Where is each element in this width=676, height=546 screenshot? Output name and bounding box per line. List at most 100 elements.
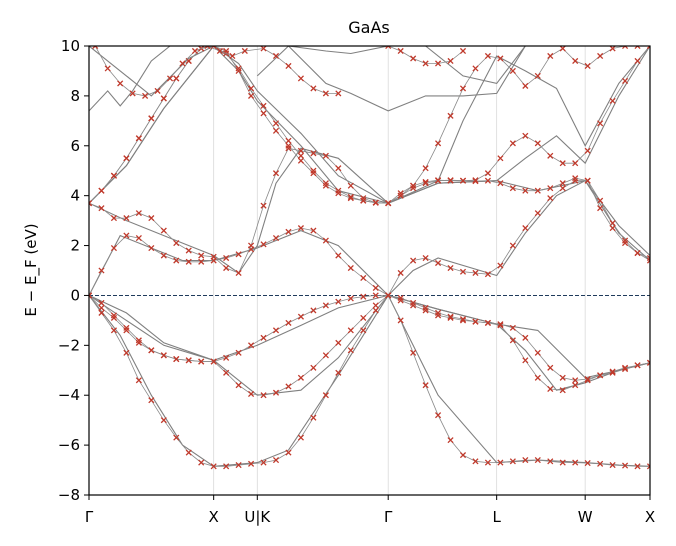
band-marker — [322, 90, 329, 97]
band-marker — [123, 232, 130, 239]
plot-frame — [88, 45, 651, 496]
band-marker — [609, 462, 616, 469]
band-marker — [223, 354, 230, 361]
reference-band-line — [89, 294, 650, 467]
band-marker — [260, 392, 267, 399]
band-marker — [459, 316, 467, 323]
band-marker — [584, 460, 591, 467]
band-marker — [110, 244, 117, 252]
band-marker — [385, 46, 392, 50]
band-marker — [148, 347, 155, 354]
band-marker — [534, 140, 541, 147]
reference-band-line — [89, 46, 214, 112]
band-marker — [210, 253, 217, 260]
reference-bands — [89, 46, 650, 467]
band-marker — [572, 160, 579, 167]
marker-band-line — [89, 294, 650, 396]
band-marker — [497, 55, 504, 62]
band-marker — [89, 292, 93, 299]
band-marker — [335, 165, 342, 172]
band-marker — [92, 46, 99, 50]
band-marker — [260, 102, 267, 109]
band-marker — [110, 327, 117, 334]
band-marker — [135, 235, 142, 242]
band-marker — [422, 60, 429, 67]
band-marker — [360, 293, 367, 300]
band-marker — [422, 180, 429, 187]
band-marker — [447, 437, 454, 444]
band-marker — [484, 177, 491, 184]
band-marker — [385, 200, 392, 207]
band-marker — [572, 459, 579, 466]
band-marker — [260, 334, 267, 341]
band-marker — [235, 65, 242, 72]
band-marker — [509, 67, 516, 75]
band-marker — [646, 257, 650, 264]
band-marker — [160, 417, 167, 424]
band-marker — [547, 385, 554, 393]
band-marker — [584, 177, 591, 184]
band-marker — [297, 225, 304, 232]
band-marker — [435, 259, 442, 267]
band-marker — [110, 314, 117, 321]
band-marker — [547, 52, 554, 60]
band-marker — [310, 307, 317, 314]
band-marker — [522, 357, 529, 364]
y-tick-label: −8 — [58, 486, 80, 504]
band-marker — [646, 359, 650, 366]
band-marker — [248, 342, 255, 349]
band-marker — [534, 457, 541, 464]
band-marker — [135, 339, 142, 346]
band-marker — [522, 334, 529, 341]
band-marker — [447, 264, 454, 272]
band-marker — [634, 57, 641, 65]
band-marker — [597, 197, 604, 204]
band-marker — [459, 177, 467, 184]
band-marker — [310, 85, 317, 92]
band-marker — [559, 185, 566, 192]
band-marker — [447, 57, 454, 65]
band-marker — [223, 369, 230, 376]
band-marker — [609, 97, 616, 104]
band-marker — [98, 304, 105, 311]
band-marker — [360, 314, 367, 321]
band-marker — [285, 383, 292, 390]
band-marker — [547, 195, 554, 202]
band-marker — [609, 368, 616, 375]
band-marker — [98, 299, 105, 306]
band-marker — [559, 387, 566, 394]
band-marker — [385, 292, 392, 299]
band-marker — [410, 185, 417, 192]
band-marker — [260, 459, 267, 466]
band-marker — [210, 463, 217, 470]
band-marker — [435, 309, 442, 316]
band-marker — [509, 458, 516, 465]
band-marker — [248, 390, 255, 398]
band-marker — [622, 46, 629, 50]
band-marker — [534, 72, 541, 79]
band-marker — [410, 349, 417, 356]
band-marker — [472, 318, 479, 325]
band-marker — [198, 459, 205, 466]
band-marker — [223, 264, 230, 272]
band-marker — [497, 321, 504, 328]
band-marker — [191, 47, 199, 55]
band-marker — [347, 295, 354, 302]
band-marker — [272, 127, 280, 134]
band-marker — [335, 339, 342, 346]
band-marker — [104, 65, 111, 72]
band-marker — [322, 152, 329, 159]
y-tick-label: −2 — [58, 336, 80, 354]
y-tick-label: 8 — [70, 87, 80, 105]
band-marker — [297, 152, 304, 159]
marker-band-line — [89, 46, 650, 204]
band-marker — [347, 193, 354, 200]
band-marker — [272, 235, 280, 242]
band-marker — [98, 205, 105, 212]
band-marker — [347, 327, 354, 334]
band-marker — [123, 215, 130, 222]
band-marker — [360, 274, 367, 282]
band-marker — [110, 172, 117, 179]
band-marker — [497, 459, 504, 466]
